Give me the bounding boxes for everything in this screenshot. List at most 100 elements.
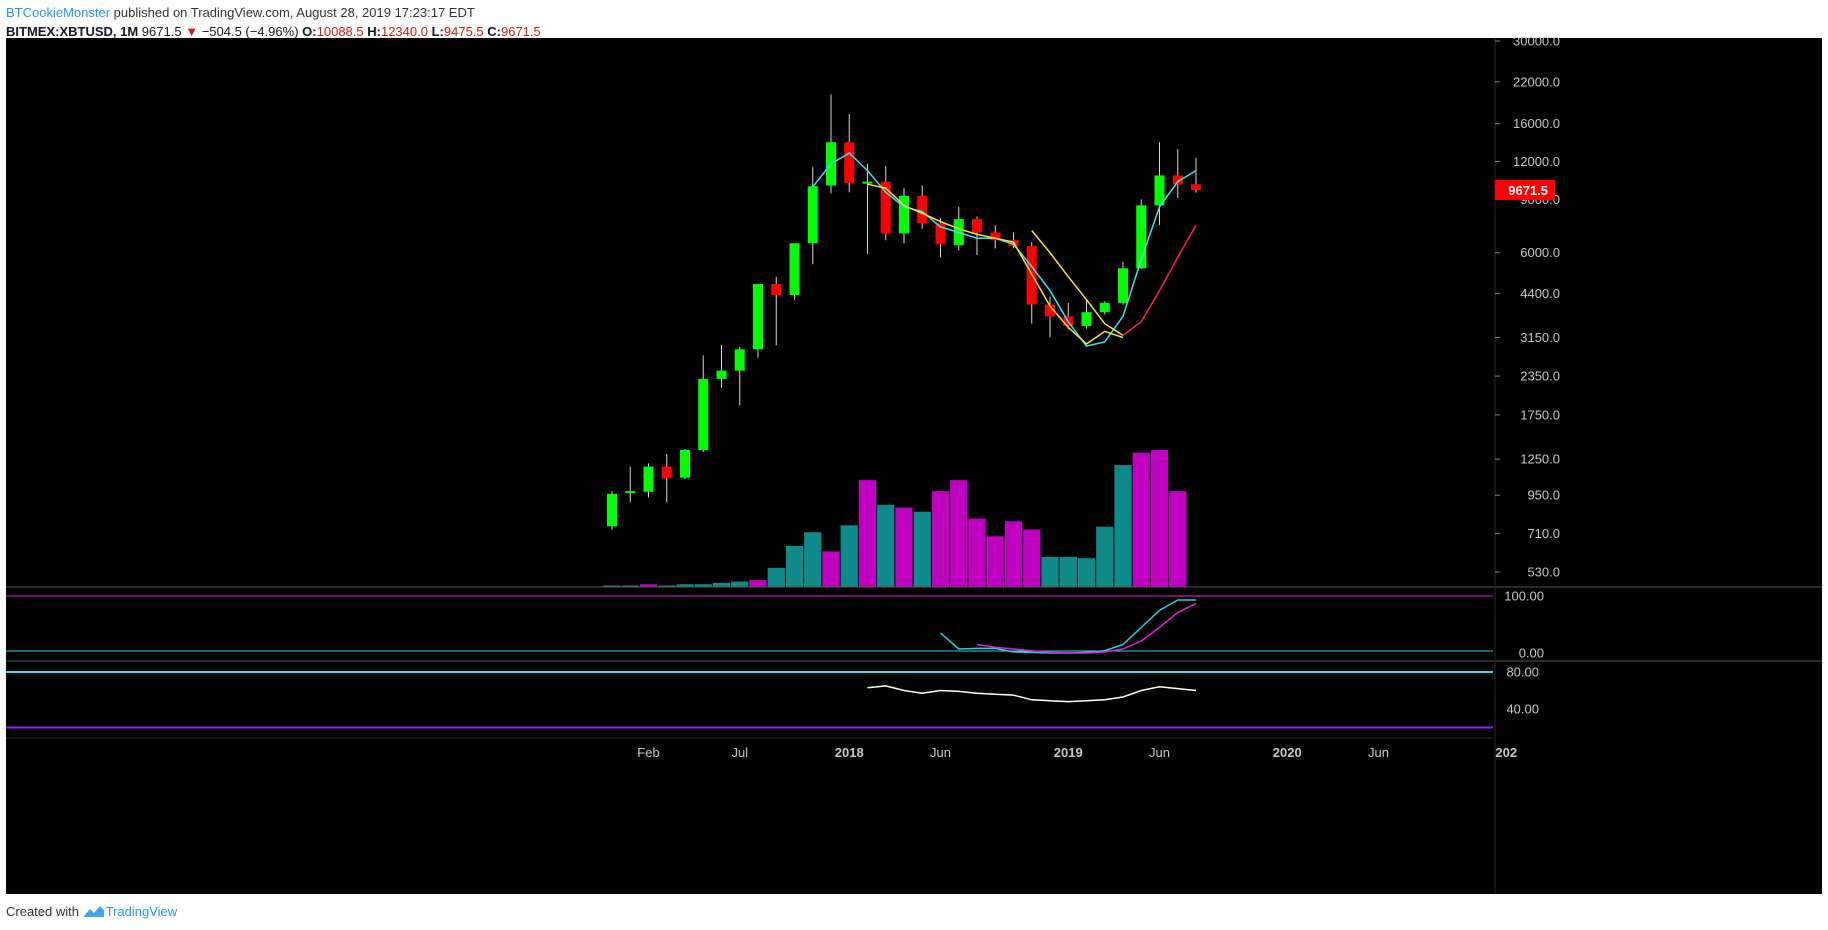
- last-price: 9671.5: [141, 24, 182, 39]
- candle-body[interactable]: [1191, 184, 1201, 190]
- candle-body[interactable]: [625, 491, 636, 494]
- price-change: −504.5 (−4.96%): [201, 24, 299, 39]
- candle-body[interactable]: [753, 284, 763, 350]
- candle-body[interactable]: [844, 142, 855, 183]
- candle-body[interactable]: [643, 466, 654, 492]
- candle-body[interactable]: [1136, 205, 1147, 269]
- rsi-axis-label: 80.00: [1506, 665, 1539, 680]
- volume-bar: [840, 525, 858, 587]
- volume-bar: [858, 480, 877, 587]
- candle-body[interactable]: [972, 219, 982, 233]
- volume-bar: [968, 518, 986, 587]
- high-value: 12340.0: [380, 24, 428, 39]
- volume-bar: [621, 585, 639, 587]
- volume-bar: [895, 507, 913, 587]
- volume-bar: [1004, 521, 1023, 587]
- volume-bar: [731, 581, 749, 587]
- candle-body[interactable]: [990, 232, 1001, 241]
- candle-body[interactable]: [1045, 304, 1055, 317]
- volume-bar: [712, 582, 731, 587]
- stoch-axis-label: 0.00: [1519, 646, 1544, 661]
- volume-bar: [1059, 556, 1077, 587]
- candles-layer: [607, 94, 1201, 530]
- moving-average-yellow-2: [1031, 230, 1124, 337]
- moving-average-yellow: [867, 183, 1124, 345]
- candle-body[interactable]: [862, 181, 873, 184]
- price-tick-label: 1750.0: [1520, 407, 1560, 422]
- volume-bar: [877, 504, 895, 587]
- price-tick-label: 3150.0: [1520, 330, 1560, 345]
- time-axis-label: 2018: [835, 745, 864, 760]
- volume-bar: [1169, 491, 1187, 587]
- candle-body[interactable]: [1172, 175, 1183, 185]
- volume-bar: [676, 584, 694, 587]
- volume-bar: [913, 511, 931, 587]
- candle-body[interactable]: [1118, 268, 1128, 303]
- price-tick-label: 12000.0: [1513, 154, 1560, 169]
- candle-body[interactable]: [607, 493, 617, 527]
- stoch-d-line: [976, 602, 1197, 654]
- close-label: C:: [487, 24, 501, 39]
- low-value: 9475.5: [443, 24, 484, 39]
- rsi-axis-label: 40.00: [1506, 702, 1539, 717]
- published-text: published on TradingView.com, August 28,…: [113, 5, 475, 20]
- moving-average-cyan: [812, 152, 1197, 347]
- candle-body[interactable]: [771, 284, 782, 296]
- candle-body[interactable]: [1154, 175, 1165, 206]
- volume-layer: [603, 450, 1187, 587]
- candle-body[interactable]: [734, 349, 745, 371]
- axes-layer: 30000.022000.016000.012000.09000.06000.0…: [6, 34, 1560, 894]
- symbol-label: BITMEX:XBTUSD, 1M: [6, 24, 139, 39]
- volume-bar: [986, 536, 1004, 587]
- candle-body[interactable]: [698, 378, 709, 450]
- tradingview-link[interactable]: TradingView: [105, 904, 178, 919]
- high-label: H:: [367, 24, 381, 39]
- time-axis-label: Feb: [637, 745, 659, 760]
- candle-body[interactable]: [716, 370, 727, 379]
- time-axis-label: Jun: [1368, 745, 1389, 760]
- volume-bar: [639, 584, 658, 587]
- candle-body[interactable]: [807, 186, 818, 244]
- candle-body[interactable]: [789, 243, 800, 296]
- candle-body[interactable]: [680, 449, 690, 478]
- symbol-line: BITMEX:XBTUSD, 1M 9671.5 ▼ −504.5 (−4.96…: [6, 22, 541, 41]
- candle-body[interactable]: [1099, 302, 1110, 313]
- low-label: L:: [431, 24, 444, 39]
- open-label: O:: [302, 24, 317, 39]
- price-tick-label: 6000.0: [1520, 245, 1560, 260]
- created-with-text: Created with: [6, 904, 79, 919]
- publisher-link[interactable]: BTCookieMonster: [6, 5, 111, 20]
- time-axis-label: 2019: [1054, 745, 1083, 760]
- footer: Created with TradingView: [6, 904, 177, 919]
- candle-body[interactable]: [917, 195, 928, 224]
- volume-bar: [931, 491, 950, 587]
- volume-bar: [658, 585, 676, 587]
- time-axis-label: 2020: [1273, 745, 1302, 760]
- publish-line: BTCookieMonster published on TradingView…: [6, 3, 541, 22]
- candle-body[interactable]: [899, 195, 909, 234]
- rsi-line: [867, 685, 1197, 703]
- candle-body[interactable]: [935, 223, 946, 245]
- volume-bar: [1150, 450, 1169, 587]
- time-axis-label: Jun: [1149, 745, 1170, 760]
- moving-averages-layer: [812, 152, 1197, 347]
- candle-body[interactable]: [661, 466, 672, 479]
- volume-bar: [1041, 556, 1059, 587]
- volume-bar: [804, 532, 822, 587]
- chart-canvas[interactable]: 30000.022000.016000.012000.09000.06000.0…: [0, 0, 1828, 900]
- time-axis-label: Jun: [930, 745, 951, 760]
- volume-bar: [1132, 452, 1150, 587]
- last-price-badge: [1495, 179, 1555, 200]
- volume-bar: [785, 545, 804, 587]
- price-tick-label: 950.0: [1527, 488, 1560, 503]
- volume-bar: [1023, 529, 1041, 587]
- candle-body[interactable]: [880, 181, 891, 234]
- price-tick-label: 30000.0: [1513, 34, 1560, 49]
- close-value: 9671.5: [500, 24, 541, 39]
- change-arrow-icon: ▼: [185, 24, 199, 39]
- volume-bar: [749, 580, 767, 587]
- moving-average-red: [1122, 224, 1197, 337]
- time-axis-label: 202: [1495, 745, 1517, 760]
- volume-bar: [1096, 526, 1114, 587]
- candle-body[interactable]: [1081, 312, 1092, 326]
